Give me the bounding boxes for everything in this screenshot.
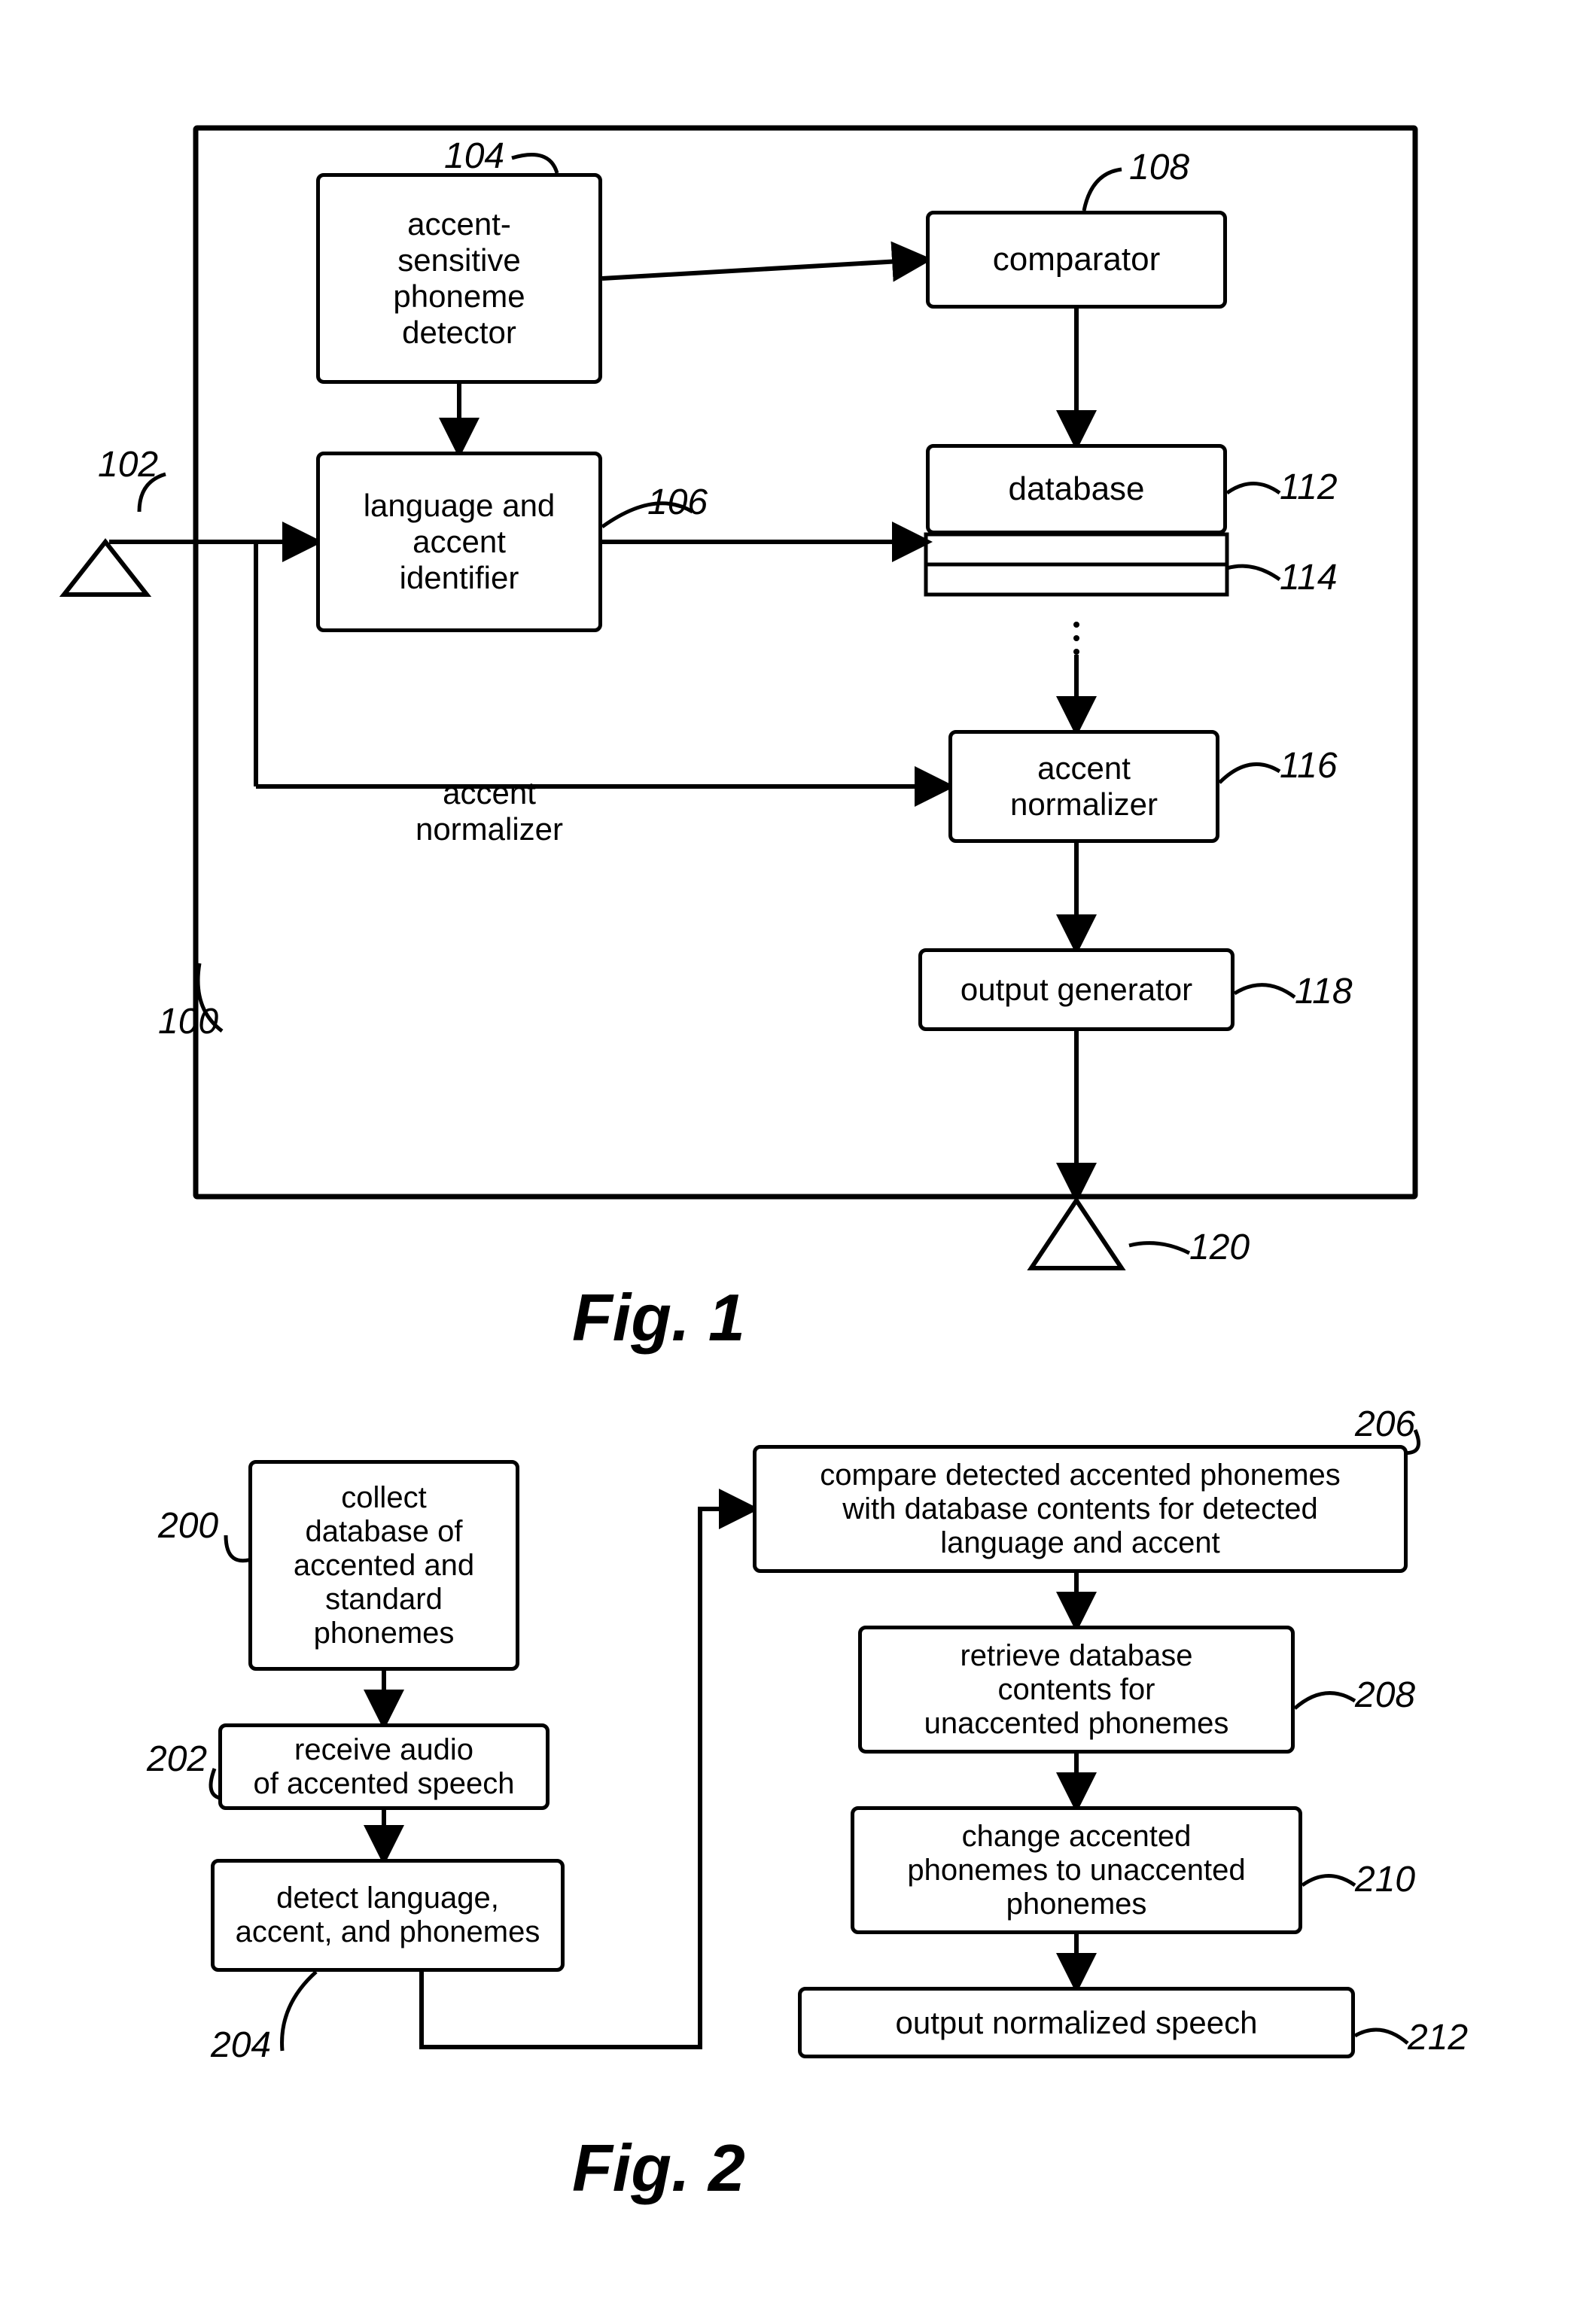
fig2-ref-r206: 206 [1355, 1404, 1415, 1445]
fig2-ref-r204: 204 [211, 2024, 271, 2066]
fig2-box-b208: retrieve databasecontents forunaccented … [858, 1626, 1295, 1754]
fig1-ref-r116: 116 [1280, 745, 1338, 786]
fig2-ref-r200: 200 [158, 1505, 218, 1547]
fig1-box-normalizer_box: accentnormalizer [948, 730, 1219, 843]
fig2-box-b206: compare detected accented phonemeswith d… [753, 1445, 1408, 1573]
fig2-ref-r202: 202 [147, 1738, 207, 1780]
fig1-ref-r118: 118 [1295, 971, 1353, 1012]
fig2-caption: Fig. 2 [572, 2130, 745, 2207]
fig1-ref-r114: 114 [1280, 557, 1338, 598]
fig1-ref-r120: 120 [1189, 1227, 1250, 1268]
fig2-box-b202: receive audioof accented speech [218, 1723, 550, 1810]
fig1-box-database: database [926, 444, 1227, 534]
fig1-box-comparator: comparator [926, 211, 1227, 309]
fig1-box-detector: accent-sensitivephonemedetector [316, 173, 602, 384]
fig1-caption: Fig. 1 [572, 1279, 745, 1356]
fig1-ref-r108: 108 [1129, 147, 1189, 188]
fig1-ref-r102: 102 [98, 444, 158, 485]
fig2-box-b200: collectdatabase ofaccented andstandardph… [248, 1460, 519, 1671]
fig1-ref-r106: 106 [647, 482, 708, 523]
fig2-box-b204: detect language,accent, and phonemes [211, 1859, 565, 1972]
fig2-ref-r208: 208 [1355, 1675, 1415, 1716]
fig1-box-identifier: language andaccentidentifier [316, 452, 602, 632]
fig1-ref-r100: 100 [158, 1001, 218, 1042]
fig2-ref-r212: 212 [1408, 2017, 1468, 2058]
fig1-ref-r104: 104 [444, 135, 504, 177]
fig2-ref-r210: 210 [1355, 1859, 1415, 1900]
fig1-box-output: output generator [918, 948, 1235, 1031]
fig1-normalizer-system-label: accentnormalizer [391, 775, 587, 847]
fig2-box-b212: output normalized speech [798, 1987, 1355, 2058]
fig2-box-b210: change accentedphonemes to unaccentedpho… [851, 1806, 1302, 1934]
fig1-ref-r112: 112 [1280, 467, 1338, 508]
